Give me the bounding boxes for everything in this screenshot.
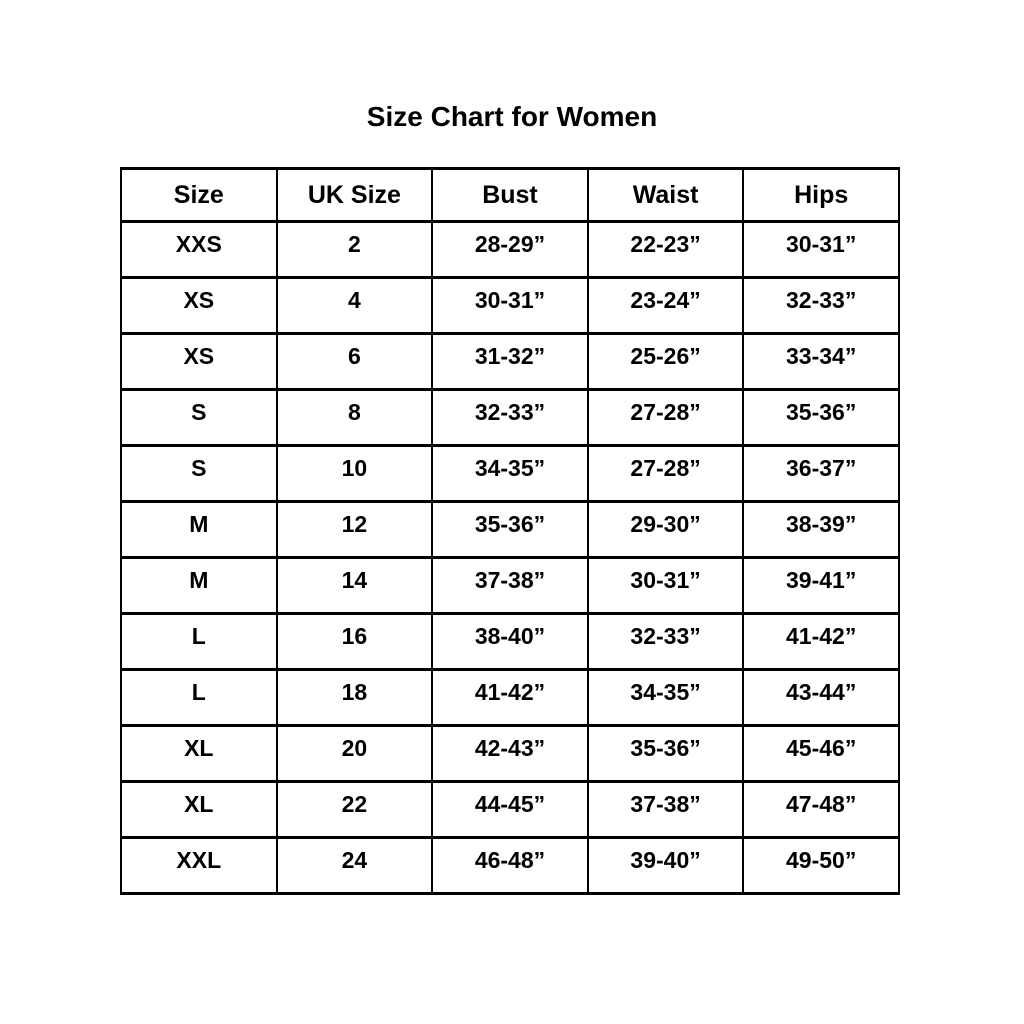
table-row: XS 4 30-31” 23-24” 32-33” bbox=[120, 276, 900, 335]
cell-waist: 34-35” bbox=[586, 668, 745, 727]
cell-uk-size: 6 bbox=[275, 332, 434, 391]
cell-bust: 46-48” bbox=[431, 836, 589, 895]
cell-uk-size: 24 bbox=[275, 836, 434, 895]
cell-bust: 35-36” bbox=[431, 500, 589, 559]
cell-uk-size: 12 bbox=[275, 500, 434, 559]
cell-uk-size: 10 bbox=[275, 444, 434, 503]
cell-hips: 39-41” bbox=[742, 556, 900, 615]
table-row: XL 20 42-43” 35-36” 45-46” bbox=[120, 724, 900, 783]
cell-hips: 35-36” bbox=[742, 388, 900, 447]
cell-hips: 38-39” bbox=[742, 500, 900, 559]
cell-waist: 27-28” bbox=[586, 444, 745, 503]
cell-waist: 23-24” bbox=[586, 276, 745, 335]
table-head: Size UK Size Bust Waist Hips bbox=[120, 167, 900, 223]
table-row: XXL 24 46-48” 39-40” 49-50” bbox=[120, 836, 900, 895]
cell-size: XS bbox=[120, 332, 278, 391]
table-body: XXS 2 28-29” 22-23” 30-31” XS 4 30-31” 23-24” 32-… bbox=[120, 220, 900, 895]
header-cell-hips: Hips bbox=[742, 167, 900, 223]
cell-bust: 41-42” bbox=[431, 668, 589, 727]
cell-size: M bbox=[120, 556, 278, 615]
cell-hips: 49-50” bbox=[742, 836, 900, 895]
page-title: Size Chart for Women bbox=[366, 101, 658, 132]
table-row: M 12 35-36” 29-30” 38-39” bbox=[120, 500, 900, 559]
table-header-row: Size UK Size Bust Waist Hips bbox=[120, 167, 900, 223]
cell-uk-size: 8 bbox=[275, 388, 434, 447]
cell-hips: 33-34” bbox=[742, 332, 900, 391]
cell-waist: 37-38” bbox=[586, 780, 745, 839]
cell-bust: 37-38” bbox=[431, 556, 589, 615]
size-chart-table: Size UK Size Bust Waist Hips XXS 2 28-29” 22-23… bbox=[120, 167, 900, 895]
cell-uk-size: 16 bbox=[275, 612, 434, 671]
cell-size: XL bbox=[120, 780, 278, 839]
header-cell-bust: Bust bbox=[431, 167, 589, 223]
cell-hips: 41-42” bbox=[742, 612, 900, 671]
table-row: XL 22 44-45” 37-38” 47-48” bbox=[120, 780, 900, 839]
cell-uk-size: 22 bbox=[275, 780, 434, 839]
cell-uk-size: 14 bbox=[275, 556, 434, 615]
cell-bust: 31-32” bbox=[431, 332, 589, 391]
cell-waist: 30-31” bbox=[586, 556, 745, 615]
table-row: XXS 2 28-29” 22-23” 30-31” bbox=[120, 220, 900, 279]
cell-hips: 30-31” bbox=[742, 220, 900, 279]
cell-hips: 32-33” bbox=[742, 276, 900, 335]
cell-bust: 42-43” bbox=[431, 724, 589, 783]
cell-size: L bbox=[120, 668, 278, 727]
header-cell-waist: Waist bbox=[586, 167, 745, 223]
cell-uk-size: 4 bbox=[275, 276, 434, 335]
table-row: L 18 41-42” 34-35” 43-44” bbox=[120, 668, 900, 727]
cell-uk-size: 2 bbox=[275, 220, 434, 279]
cell-size: M bbox=[120, 500, 278, 559]
cell-bust: 32-33” bbox=[431, 388, 589, 447]
table-row: S 10 34-35” 27-28” 36-37” bbox=[120, 444, 900, 503]
table-row: L 16 38-40” 32-33” 41-42” bbox=[120, 612, 900, 671]
table-row: S 8 32-33” 27-28” 35-36” bbox=[120, 388, 900, 447]
cell-waist: 32-33” bbox=[586, 612, 745, 671]
cell-size: XL bbox=[120, 724, 278, 783]
cell-waist: 27-28” bbox=[586, 388, 745, 447]
cell-size: XXS bbox=[120, 220, 278, 279]
cell-hips: 43-44” bbox=[742, 668, 900, 727]
cell-size: S bbox=[120, 444, 278, 503]
cell-bust: 34-35” bbox=[431, 444, 589, 503]
header-cell-size: Size bbox=[120, 167, 278, 223]
cell-bust: 28-29” bbox=[431, 220, 589, 279]
cell-size: XXL bbox=[120, 836, 278, 895]
cell-size: S bbox=[120, 388, 278, 447]
cell-bust: 30-31” bbox=[431, 276, 589, 335]
cell-size: XS bbox=[120, 276, 278, 335]
cell-bust: 44-45” bbox=[431, 780, 589, 839]
cell-hips: 45-46” bbox=[742, 724, 900, 783]
cell-waist: 29-30” bbox=[586, 500, 745, 559]
table-row: XS 6 31-32” 25-26” 33-34” bbox=[120, 332, 900, 391]
cell-uk-size: 18 bbox=[275, 668, 434, 727]
cell-waist: 25-26” bbox=[586, 332, 745, 391]
table-row: M 14 37-38” 30-31” 39-41” bbox=[120, 556, 900, 615]
cell-hips: 47-48” bbox=[742, 780, 900, 839]
cell-uk-size: 20 bbox=[275, 724, 434, 783]
cell-size: L bbox=[120, 612, 278, 671]
cell-hips: 36-37” bbox=[742, 444, 900, 503]
header-cell-uk-size: UK Size bbox=[275, 167, 434, 223]
cell-bust: 38-40” bbox=[431, 612, 589, 671]
cell-waist: 35-36” bbox=[586, 724, 745, 783]
cell-waist: 22-23” bbox=[586, 220, 745, 279]
cell-waist: 39-40” bbox=[586, 836, 745, 895]
